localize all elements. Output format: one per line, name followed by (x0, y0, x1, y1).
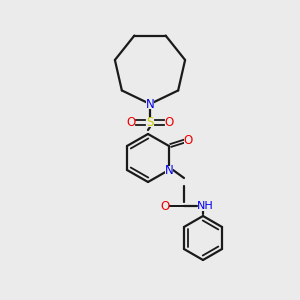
Text: N: N (165, 164, 173, 176)
FancyBboxPatch shape (165, 166, 173, 175)
FancyBboxPatch shape (127, 118, 135, 127)
Text: O: O (164, 116, 174, 128)
Text: O: O (160, 200, 169, 212)
FancyBboxPatch shape (184, 136, 192, 145)
Text: O: O (126, 116, 136, 128)
FancyBboxPatch shape (146, 118, 154, 127)
FancyBboxPatch shape (165, 118, 173, 127)
Text: O: O (183, 134, 193, 146)
FancyBboxPatch shape (198, 202, 212, 211)
Text: NH: NH (196, 201, 213, 211)
FancyBboxPatch shape (146, 100, 154, 109)
Text: N: N (146, 98, 154, 110)
Text: S: S (146, 116, 154, 128)
FancyBboxPatch shape (161, 202, 169, 211)
